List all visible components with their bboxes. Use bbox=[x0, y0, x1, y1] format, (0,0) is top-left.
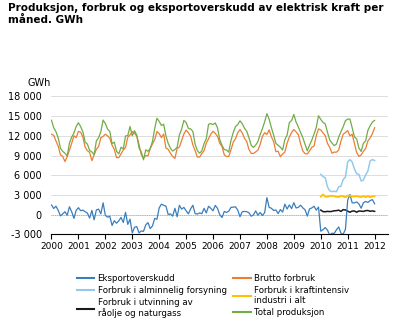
Legend: Eksportoverskudd, Forbruk i alminnelig forsyning, Forbruk i utvinning av
råolje : Eksportoverskudd, Forbruk i alminnelig f… bbox=[73, 270, 353, 321]
Text: GWh: GWh bbox=[28, 78, 51, 88]
Text: Produksjon, forbruk og eksportoverskudd av elektrisk kraft per
måned. GWh: Produksjon, forbruk og eksportoverskudd … bbox=[8, 3, 383, 25]
